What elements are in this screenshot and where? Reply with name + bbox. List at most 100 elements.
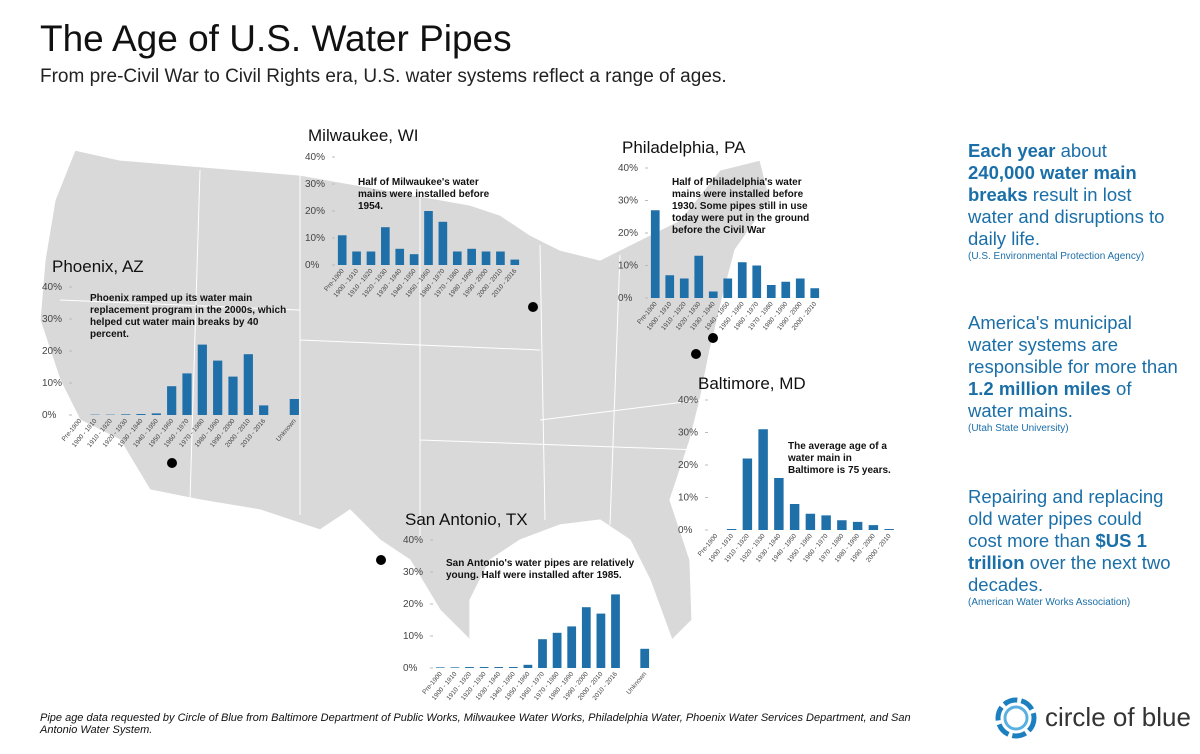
bar: [465, 667, 474, 668]
bar: [774, 478, 784, 530]
title: The Age of U.S. Water Pipes: [40, 18, 512, 59]
fact-text: $US 1 trillion: [968, 530, 1147, 573]
fact-text: Repairing and replacing old water pipes …: [968, 486, 1164, 551]
bar: [409, 254, 419, 265]
bar: [481, 251, 491, 265]
bar: [665, 275, 675, 298]
chart-title: Phoenix, AZ: [52, 257, 144, 276]
bar: [510, 259, 520, 265]
bar: [366, 251, 376, 265]
bar: [182, 373, 192, 415]
bar: [438, 221, 448, 265]
chart-title: Philadelphia, PA: [622, 138, 746, 157]
bar: [243, 354, 253, 415]
bar: [884, 529, 894, 530]
y-tick-label: 20%: [42, 346, 62, 357]
bar: [868, 525, 879, 530]
y-tick-label: 30%: [42, 314, 62, 325]
chart-title: Milwaukee, WI: [308, 126, 419, 145]
bar: [508, 667, 518, 668]
y-tick-label: 30%: [403, 567, 423, 578]
chart-title: Baltimore, MD: [698, 374, 806, 393]
footnote: Pipe age data requested by Circle of Blu…: [40, 712, 911, 736]
bar: [679, 278, 689, 298]
bar: [837, 520, 847, 530]
y-tick-label: 0%: [42, 410, 57, 421]
y-tick-label: 10%: [618, 261, 638, 272]
bar: [805, 513, 816, 530]
fact-text: of water mains.: [968, 378, 1132, 421]
bar: [424, 211, 433, 265]
annotation: Phoenix ramped up its water main replace…: [90, 293, 287, 340]
y-tick-label: 0%: [618, 293, 633, 304]
fact-text: result in lost water and disruptions to …: [968, 184, 1165, 249]
bar: [395, 248, 405, 265]
bar: [151, 413, 161, 415]
x-tick-label: Unknown: [625, 670, 648, 696]
y-tick-label: 40%: [618, 163, 638, 174]
fact-source: (U.S. Environmental Protection Agency): [968, 251, 1145, 262]
bar: [494, 667, 504, 668]
bar: [810, 288, 820, 298]
bar: [708, 291, 718, 298]
state-lines: [59, 169, 701, 540]
bar: [552, 632, 562, 668]
fact-source: (Utah State University): [968, 423, 1069, 434]
fact: Repairing and replacing old water pipes …: [968, 486, 1178, 609]
fact-text: America's municipal water systems are re…: [968, 312, 1178, 377]
logo-icon: [995, 697, 1037, 739]
bar: [381, 227, 390, 265]
city-dot: [708, 333, 718, 343]
city-dot: [691, 349, 701, 359]
bar: [640, 648, 650, 668]
bar: [538, 639, 547, 668]
y-tick-label: 20%: [678, 460, 698, 471]
y-tick-label: 20%: [618, 228, 638, 239]
fact-text: over the next two decades.: [968, 552, 1171, 595]
fact: Each year about 240,000 water main break…: [968, 140, 1178, 263]
bar: [758, 429, 768, 530]
bar: [581, 607, 591, 668]
bar: [596, 613, 606, 668]
city-dot: [167, 458, 177, 468]
bar: [737, 262, 747, 298]
fact-source: (American Water Works Association): [968, 597, 1131, 608]
bar: [795, 278, 805, 298]
bar: [726, 529, 737, 530]
y-tick-label: 40%: [403, 535, 423, 546]
annotation: The average age of a water main in Balti…: [788, 441, 891, 476]
bar: [467, 248, 476, 265]
bar: [197, 344, 207, 415]
bar: [742, 458, 753, 530]
y-tick-label: 0%: [305, 260, 320, 271]
y-tick-label: 40%: [42, 282, 62, 293]
annotation: Half of Philadelphia's water mains were …: [672, 177, 810, 236]
bar: [167, 386, 177, 415]
y-tick-label: 10%: [403, 631, 423, 642]
bar: [121, 414, 131, 415]
bar: [789, 504, 800, 530]
bar: [352, 251, 361, 265]
fact-text: 1.2 million miles: [968, 378, 1111, 399]
y-tick-label: 30%: [618, 196, 638, 207]
bar: [781, 281, 791, 298]
bar: [567, 626, 577, 668]
bar: [694, 255, 704, 298]
y-tick-label: 10%: [42, 378, 62, 389]
fact-text: 240,000 water main breaks: [968, 162, 1137, 205]
bar: [452, 251, 462, 265]
y-tick-label: 0%: [403, 663, 418, 674]
bar: [213, 360, 223, 415]
y-tick-label: 10%: [305, 233, 325, 244]
fact-text: about: [1055, 140, 1107, 161]
y-tick-label: 0%: [678, 525, 693, 536]
bar: [450, 667, 460, 668]
bar: [496, 251, 505, 265]
bar: [136, 414, 146, 415]
bar: [852, 521, 863, 530]
y-tick-label: 20%: [403, 599, 423, 610]
y-tick-label: 30%: [678, 428, 698, 439]
subtitle: From pre-Civil War to Civil Rights era, …: [40, 66, 727, 87]
